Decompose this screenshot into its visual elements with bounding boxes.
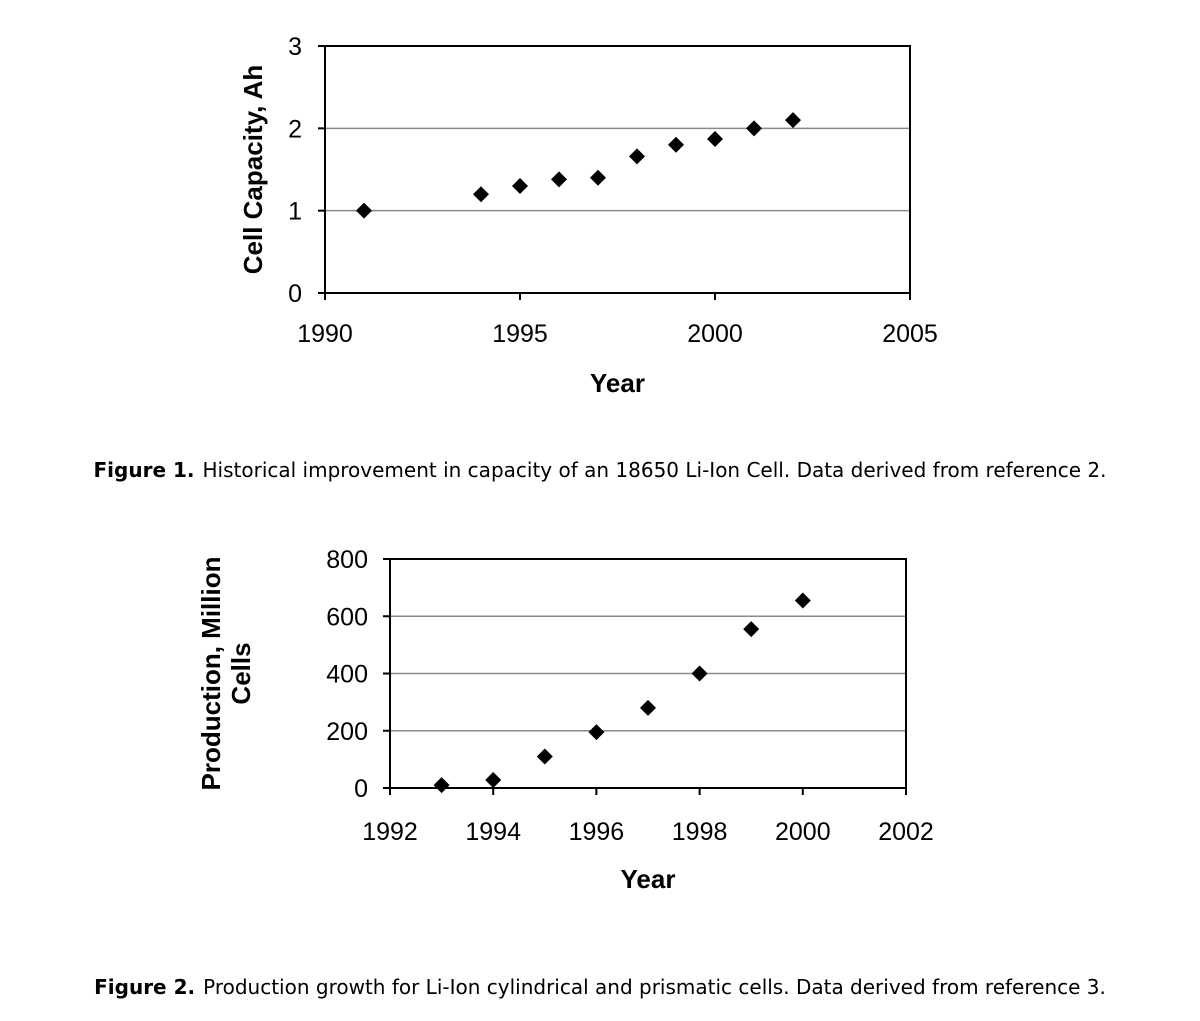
capacity-data-point bbox=[668, 136, 684, 153]
capacity-data-point bbox=[707, 131, 723, 148]
production-data-point bbox=[485, 771, 502, 788]
y-tick-label: 200 bbox=[326, 718, 368, 746]
capacity-data-point bbox=[512, 177, 528, 194]
x-tick-label: 1996 bbox=[569, 818, 625, 846]
x-tick-label: 1994 bbox=[465, 818, 521, 846]
production-data-point bbox=[640, 699, 656, 716]
x-axis-title: Year bbox=[621, 864, 676, 894]
x-tick-label: 2005 bbox=[882, 320, 938, 348]
x-tick-label: 1990 bbox=[297, 320, 353, 348]
capacity-chart: 0 1 2 3 1990 1995 2000 2005 Year Cell Capacity, A… bbox=[238, 33, 938, 398]
figure-1-label: Figure 1. bbox=[93, 458, 195, 482]
production-data-point bbox=[588, 724, 605, 741]
y-tick-label: 3 bbox=[288, 33, 302, 61]
capacity-data-point bbox=[356, 202, 372, 219]
figure-2-caption: Figure 2. Production growth for Li-Ion cy… bbox=[0, 975, 1200, 999]
production-data-point bbox=[433, 777, 450, 794]
y-tick-label: 1 bbox=[288, 198, 302, 226]
y-tick-label: 2 bbox=[288, 115, 302, 143]
x-tick-label: 2000 bbox=[775, 818, 831, 846]
production-data-point bbox=[536, 748, 553, 765]
production-data-point bbox=[794, 592, 811, 609]
x-tick-label: 1992 bbox=[362, 818, 418, 846]
y-tick-label: 0 bbox=[288, 280, 302, 308]
y-axis-title: Cells bbox=[226, 642, 256, 704]
production-data-point bbox=[691, 665, 708, 682]
capacity-data-point bbox=[590, 169, 606, 186]
x-tick-label: 2002 bbox=[878, 818, 934, 846]
y-tick-label: 800 bbox=[326, 546, 368, 574]
capacity-data-point bbox=[473, 186, 489, 203]
figure-2-label: Figure 2. bbox=[94, 975, 196, 999]
capacity-data-point bbox=[746, 120, 762, 137]
capacity-data-point bbox=[629, 148, 645, 165]
y-axis-title: Production, Million bbox=[196, 557, 226, 791]
capacity-data-point bbox=[785, 112, 801, 129]
x-tick-label: 1998 bbox=[672, 818, 728, 846]
y-tick-label: 400 bbox=[326, 661, 368, 689]
y-tick-label: 600 bbox=[326, 603, 368, 631]
x-axis-title: Year bbox=[590, 368, 645, 398]
capacity-data-point bbox=[551, 171, 567, 188]
figure-1-text: Historical improvement in capacity of an… bbox=[202, 458, 1107, 482]
production-data-point bbox=[743, 621, 760, 638]
y-tick-label: 0 bbox=[354, 775, 368, 803]
plot-area bbox=[324, 45, 911, 294]
production-chart: 0 200 400 600 800 1992 1994 1996 1998 2000 2002 Yea… bbox=[196, 546, 934, 894]
y-axis-title: Cell Capacity, Ah bbox=[238, 65, 268, 275]
figure-1-caption: Figure 1. Historical improvement in capac… bbox=[0, 458, 1200, 482]
x-tick-label: 2000 bbox=[687, 320, 743, 348]
figure-2-text: Production growth for Li-Ion cylindrical… bbox=[203, 975, 1106, 999]
x-tick-label: 1995 bbox=[492, 320, 548, 348]
